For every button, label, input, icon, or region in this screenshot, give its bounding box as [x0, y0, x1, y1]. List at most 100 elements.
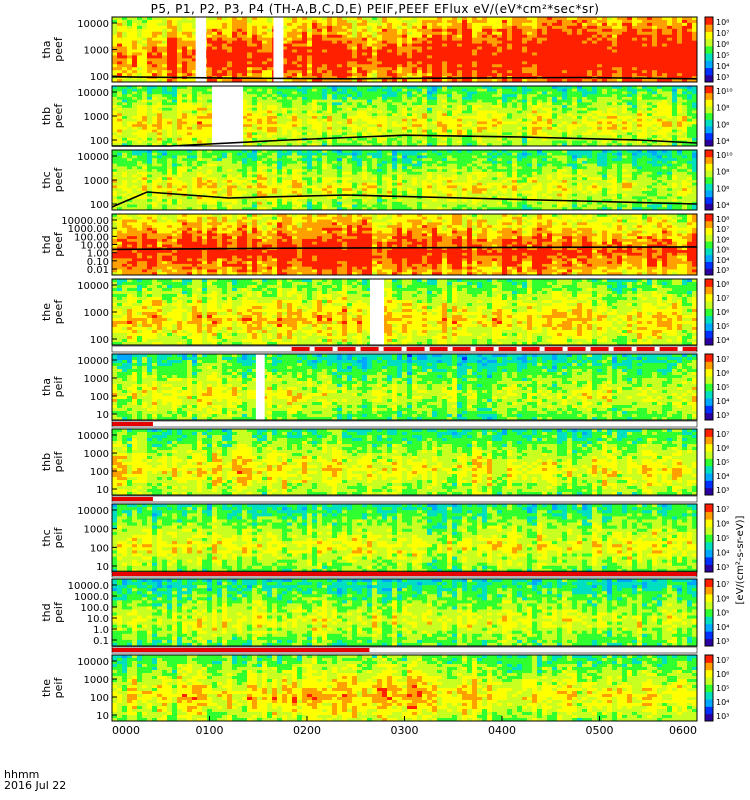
colorbar-step — [705, 241, 713, 248]
quality-flag-segment — [112, 422, 153, 426]
y-tick-label: 100 — [90, 467, 109, 478]
quality-flag-frame — [112, 421, 697, 427]
colorbar-step — [705, 68, 713, 76]
colorbar-step — [705, 279, 713, 287]
colorbar-step — [705, 354, 713, 362]
colorbar-tick-label: 10⁶ — [716, 40, 729, 49]
colorbar-step — [705, 261, 713, 268]
colorbar-step — [705, 451, 713, 459]
data-gap — [196, 17, 207, 82]
heatmap-tha-peif — [112, 354, 697, 420]
colorbar-step — [705, 699, 713, 707]
x-tick-label: 0500 — [586, 724, 614, 737]
y-tick-label: 10000.0 — [68, 581, 109, 592]
colorbar-step — [705, 670, 713, 678]
colorbar-tick-label: 10⁴ — [716, 256, 729, 265]
colorbar-step — [705, 31, 713, 39]
colorbar-tick-label: 10³ — [716, 73, 729, 82]
colorbar-tick-label: 10⁴ — [716, 623, 729, 632]
colorbar-step — [705, 639, 713, 647]
colorbar-tick-label: 10⁷ — [716, 656, 729, 665]
quality-flag-segment — [637, 347, 655, 351]
quality-flag-segment — [430, 347, 448, 351]
colorbar-tick-label: 10⁶ — [716, 670, 729, 679]
colorbar-tick-label: 10⁷ — [716, 355, 729, 364]
y-tick-label: 1000 — [84, 176, 109, 187]
colorbar-tick-label: 10⁵ — [716, 51, 729, 60]
data-gap — [256, 354, 265, 420]
colorbar-tick-label: 10⁷ — [716, 294, 729, 303]
heatmap-the-peif — [112, 655, 697, 721]
colorbar-step — [705, 512, 713, 520]
colorbar-step — [705, 527, 713, 535]
colorbar-step — [705, 655, 713, 663]
y-tick-label: 10000 — [77, 19, 109, 30]
colorbar-tick-label: 10³ — [716, 266, 729, 275]
colorbar-tick-label: 10³ — [716, 712, 729, 721]
colorbar-tick-label: 10⁵ — [716, 684, 729, 693]
quality-flag-segment — [499, 347, 517, 351]
colorbar-tick-label: 10⁶ — [716, 184, 729, 193]
colorbar-tick-label: 10⁴ — [716, 698, 729, 707]
colorbar-step — [705, 150, 713, 157]
heatmap-the-peef — [112, 279, 697, 345]
x-tick-label: 0300 — [391, 724, 419, 737]
colorbar-step — [705, 458, 713, 466]
panel-ylabel-quantity: peef — [52, 167, 65, 193]
x-tick-label: 0600 — [669, 724, 697, 737]
colorbar-step — [705, 398, 713, 406]
x-tick-label: 0000 — [112, 724, 140, 737]
colorbar-tick-label: 10⁵ — [716, 246, 729, 255]
y-tick-label: 1000 — [84, 449, 109, 460]
date-label: 2016 Jul 22 — [4, 779, 66, 792]
y-tick-label: 1000 — [84, 374, 109, 385]
panel-ylabel-quantity: peef — [52, 36, 65, 62]
colorbar-step — [705, 106, 713, 113]
colorbar-step — [705, 268, 713, 275]
colorbar-step — [705, 228, 713, 235]
colorbar-step — [705, 308, 713, 316]
panel-ylabel-quantity: peif — [52, 376, 65, 398]
y-tick-label: 10000 — [77, 281, 109, 292]
colorbar-step — [705, 177, 713, 184]
colorbar-step — [705, 391, 713, 399]
colorbar-step — [705, 255, 713, 262]
y-tick-label: 100 — [90, 72, 109, 83]
colorbar-tick-label: 10⁶ — [716, 235, 729, 244]
x-tick-label: 0100 — [196, 724, 224, 737]
y-tick-label: 1000 — [84, 112, 109, 123]
colorbar-tick-label: 10⁴ — [716, 201, 729, 210]
x-tick-label: 0200 — [293, 724, 321, 737]
colorbar-step — [705, 706, 713, 714]
y-tick-label: 10000 — [77, 88, 109, 99]
colorbar-step — [705, 444, 713, 452]
colorbar-step — [705, 624, 713, 632]
colorbar-tick-label: 10⁷ — [716, 29, 729, 38]
colorbar-tick-label: 10⁸ — [716, 18, 729, 27]
colorbar-step — [705, 93, 713, 100]
colorbar-step — [705, 46, 713, 54]
colorbar-step — [705, 369, 713, 377]
quality-flag-segment — [522, 347, 540, 351]
colorbar-step — [705, 301, 713, 309]
colorbar-tick-label: 10⁶ — [716, 520, 729, 529]
colorbar-step — [705, 248, 713, 255]
y-tick-label: 10.0 — [87, 614, 109, 625]
colorbar-step — [705, 564, 713, 572]
colorbar-step — [705, 504, 713, 512]
x-tick-label: 0400 — [488, 724, 516, 737]
colorbar-step — [705, 405, 713, 413]
colorbar-tick-label: 10⁶ — [716, 594, 729, 603]
y-tick-label: 100 — [90, 136, 109, 147]
quality-flag-segment — [683, 347, 697, 351]
colorbar-tick-label: 10⁷ — [716, 505, 729, 514]
colorbar-tick-label: 10⁸ — [716, 168, 729, 177]
y-tick-label: 10000 — [77, 356, 109, 367]
colorbar-tick-label: 10⁴ — [716, 62, 729, 71]
colorbar-tick-label: 10⁴ — [716, 336, 729, 345]
quality-flag-segment — [338, 347, 356, 351]
colorbar-step — [705, 163, 713, 170]
heatmap-thb-peif — [112, 429, 697, 495]
colorbar-step — [705, 594, 713, 602]
colorbar-step — [705, 519, 713, 527]
